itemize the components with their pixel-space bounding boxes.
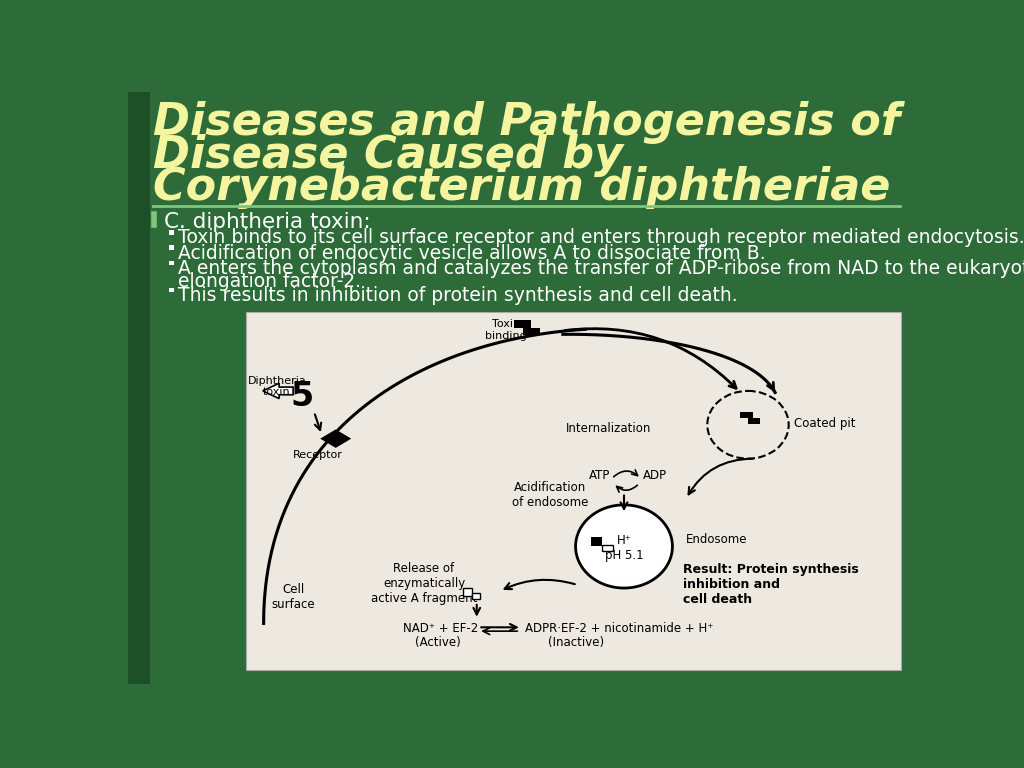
Text: Coated pit: Coated pit	[795, 417, 856, 430]
Text: Cell
surface: Cell surface	[271, 584, 315, 611]
Text: (Inactive): (Inactive)	[548, 636, 604, 649]
Text: elongation factor-2.: elongation factor-2.	[177, 273, 360, 291]
Polygon shape	[263, 383, 293, 399]
FancyBboxPatch shape	[472, 593, 480, 599]
Text: Diseases and Pathogenesis of: Diseases and Pathogenesis of	[153, 101, 900, 144]
Text: Result: Protein synthesis
inhibition and
cell death: Result: Protein synthesis inhibition and…	[683, 564, 859, 607]
Text: ADPR·EF-2 + nicotinamide + H⁺: ADPR·EF-2 + nicotinamide + H⁺	[524, 622, 713, 635]
Text: ATP: ATP	[589, 469, 610, 482]
FancyBboxPatch shape	[169, 230, 174, 234]
Text: Corynebacterium diphtheriae: Corynebacterium diphtheriae	[153, 166, 890, 209]
Text: Toxin binds to its cell surface receptor and enters through receptor mediated en: Toxin binds to its cell surface receptor…	[177, 228, 1024, 247]
FancyBboxPatch shape	[128, 92, 150, 684]
Text: Acidification of endocytic vesicle allows A to dissociate from B.: Acidification of endocytic vesicle allow…	[177, 244, 765, 263]
Text: 5: 5	[291, 380, 314, 413]
Text: Internalization: Internalization	[566, 422, 651, 435]
Text: Disease Caused by: Disease Caused by	[153, 134, 623, 177]
Text: C. diphtheria toxin:: C. diphtheria toxin:	[164, 212, 371, 232]
FancyBboxPatch shape	[514, 320, 531, 328]
Text: Toxin
binding: Toxin binding	[485, 319, 527, 341]
Text: NAD⁺ + EF-2: NAD⁺ + EF-2	[403, 622, 478, 635]
FancyBboxPatch shape	[169, 261, 174, 266]
Text: Acidification
of endosome: Acidification of endosome	[512, 481, 589, 509]
Text: Endosome: Endosome	[686, 532, 748, 545]
Text: Receptor: Receptor	[293, 450, 343, 460]
Text: A enters the cytoplasm and catalyzes the transfer of ADP-ribose from NAD to the : A enters the cytoplasm and catalyzes the…	[177, 260, 1024, 278]
FancyBboxPatch shape	[169, 246, 174, 250]
Text: This results in inhibition of protein synthesis and cell death.: This results in inhibition of protein sy…	[177, 286, 737, 305]
FancyBboxPatch shape	[592, 538, 602, 547]
Text: H⁺
pH 5.1: H⁺ pH 5.1	[605, 534, 643, 562]
Text: (Active): (Active)	[415, 636, 461, 649]
FancyBboxPatch shape	[523, 328, 541, 336]
FancyBboxPatch shape	[169, 288, 174, 293]
FancyBboxPatch shape	[748, 418, 761, 424]
Text: Diphtheria
toxin: Diphtheria toxin	[248, 376, 306, 397]
Polygon shape	[321, 429, 351, 448]
FancyBboxPatch shape	[246, 312, 901, 670]
Text: ADP: ADP	[643, 469, 667, 482]
Text: Release of
enzymatically
active A fragment: Release of enzymatically active A fragme…	[371, 562, 477, 605]
Ellipse shape	[575, 505, 673, 588]
FancyBboxPatch shape	[740, 412, 753, 418]
FancyBboxPatch shape	[463, 588, 472, 596]
FancyBboxPatch shape	[602, 545, 613, 551]
